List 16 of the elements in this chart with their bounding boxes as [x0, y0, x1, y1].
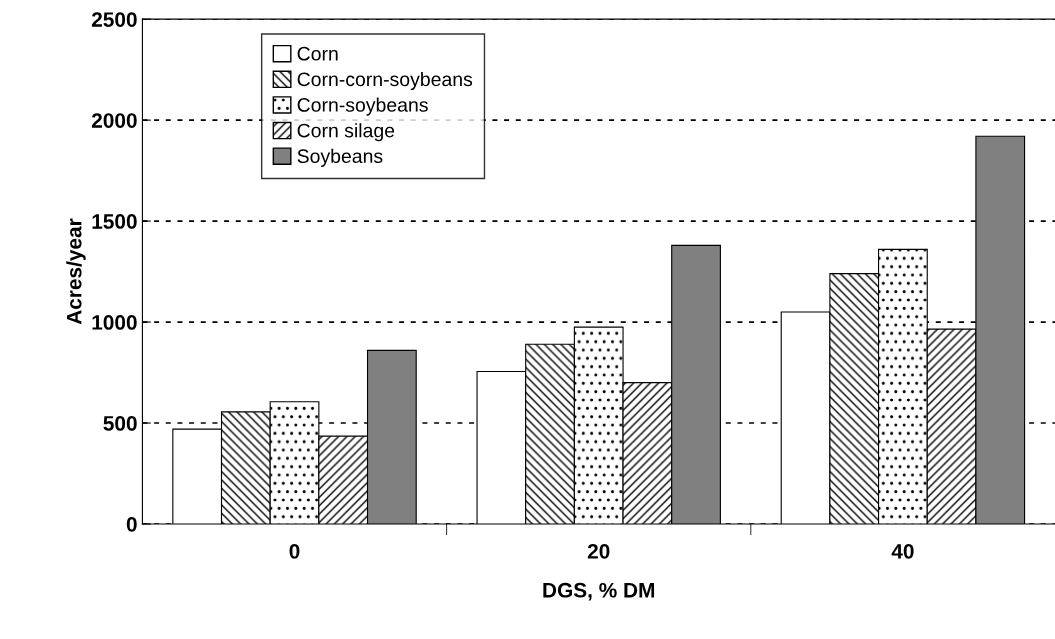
y-tick-label: 500 — [103, 416, 137, 431]
x-tick-label: 20 — [587, 543, 610, 559]
x-tick-label: 0 — [289, 543, 300, 559]
y-tick-label: 1500 — [92, 214, 137, 229]
legend-label: Corn-soybeans — [297, 97, 428, 116]
y-tick-label: 2000 — [91, 113, 137, 128]
legend-label: Corn — [297, 46, 338, 61]
y-tick-label: 0 — [126, 516, 137, 532]
x-tick-label: 40 — [891, 543, 914, 559]
legend-label: Soybeans — [297, 148, 383, 167]
legend-label: Corn silage — [297, 123, 395, 142]
y-tick-label: 1000 — [92, 315, 137, 330]
legend-label: Corn-corn-soybeans — [297, 71, 473, 91]
x-axis-title: DGS, % DM — [543, 582, 655, 601]
y-axis-title: Acres/year — [66, 218, 86, 325]
y-tick-label: 2500 — [91, 12, 137, 27]
